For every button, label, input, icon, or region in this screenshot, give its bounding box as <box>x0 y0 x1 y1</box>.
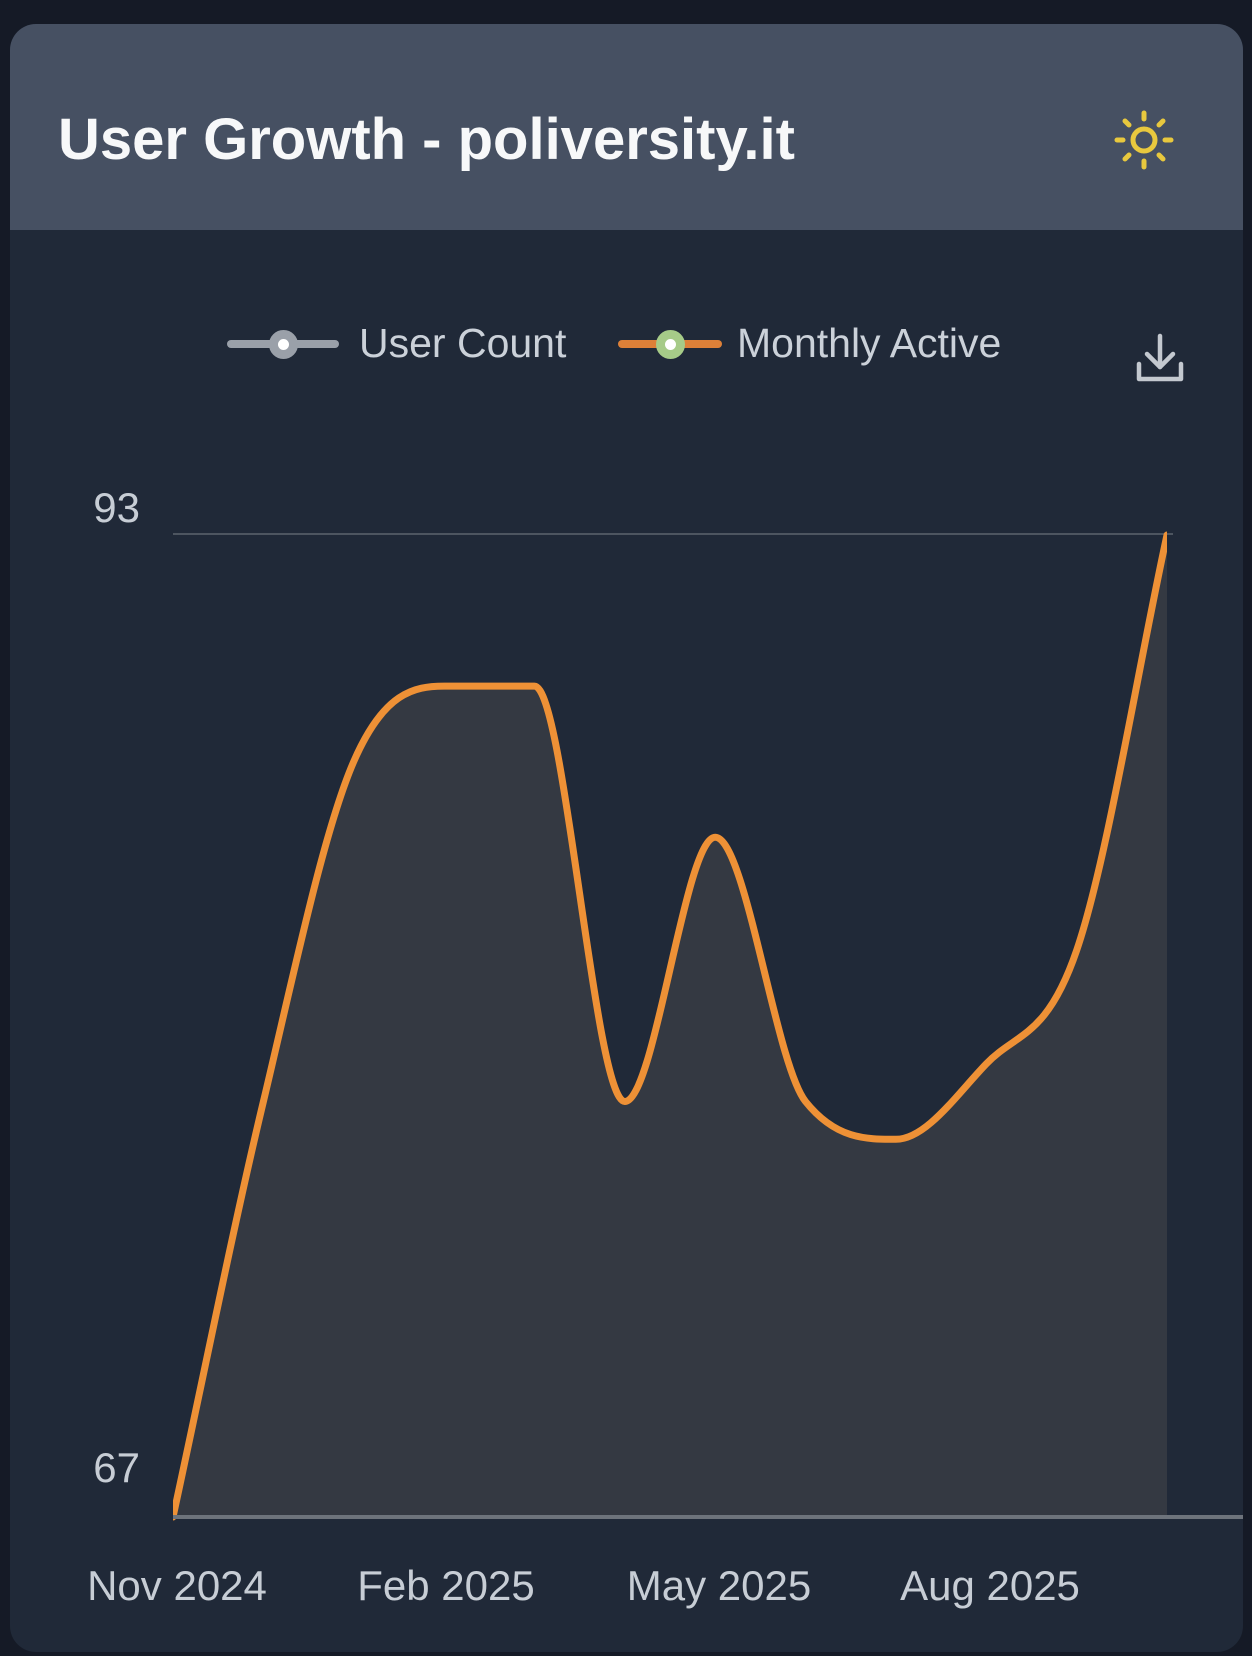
y-tick-min: 67 <box>93 1444 140 1491</box>
y-tick-max: 93 <box>93 484 140 531</box>
legend-item-monthly-active[interactable]: Monthly Active <box>737 320 1002 366</box>
monthly-active-line <box>169 531 1171 1521</box>
theme-toggle-button[interactable] <box>1106 102 1182 178</box>
card-header: User Growth - poliversity.it <box>10 24 1243 230</box>
legend-marker-user-count <box>227 321 339 367</box>
x-axis-line <box>173 1515 1243 1519</box>
user-growth-card: User Growth - poliversity.it <box>10 24 1243 1652</box>
x-tick-nov-2024: Nov 2024 <box>87 1562 267 1609</box>
legend-dot-monthly-active <box>655 329 685 359</box>
legend-item-user-count[interactable]: User Count <box>359 320 567 366</box>
chart-plot-area[interactable] <box>169 485 1171 1521</box>
monthly-active-area <box>173 535 1167 1517</box>
download-icon <box>1128 328 1192 392</box>
page-title: User Growth - poliversity.it <box>58 107 795 172</box>
x-tick-aug-2025: Aug 2025 <box>900 1562 1080 1609</box>
legend-marker-monthly-active <box>618 321 722 367</box>
download-button[interactable] <box>1124 324 1196 396</box>
legend-dot-user-count <box>268 329 298 359</box>
x-tick-feb-2025: Feb 2025 <box>357 1562 535 1609</box>
gridline-93 <box>173 533 1173 535</box>
x-tick-may-2025: May 2025 <box>626 1562 812 1609</box>
sun-icon <box>1112 108 1176 172</box>
